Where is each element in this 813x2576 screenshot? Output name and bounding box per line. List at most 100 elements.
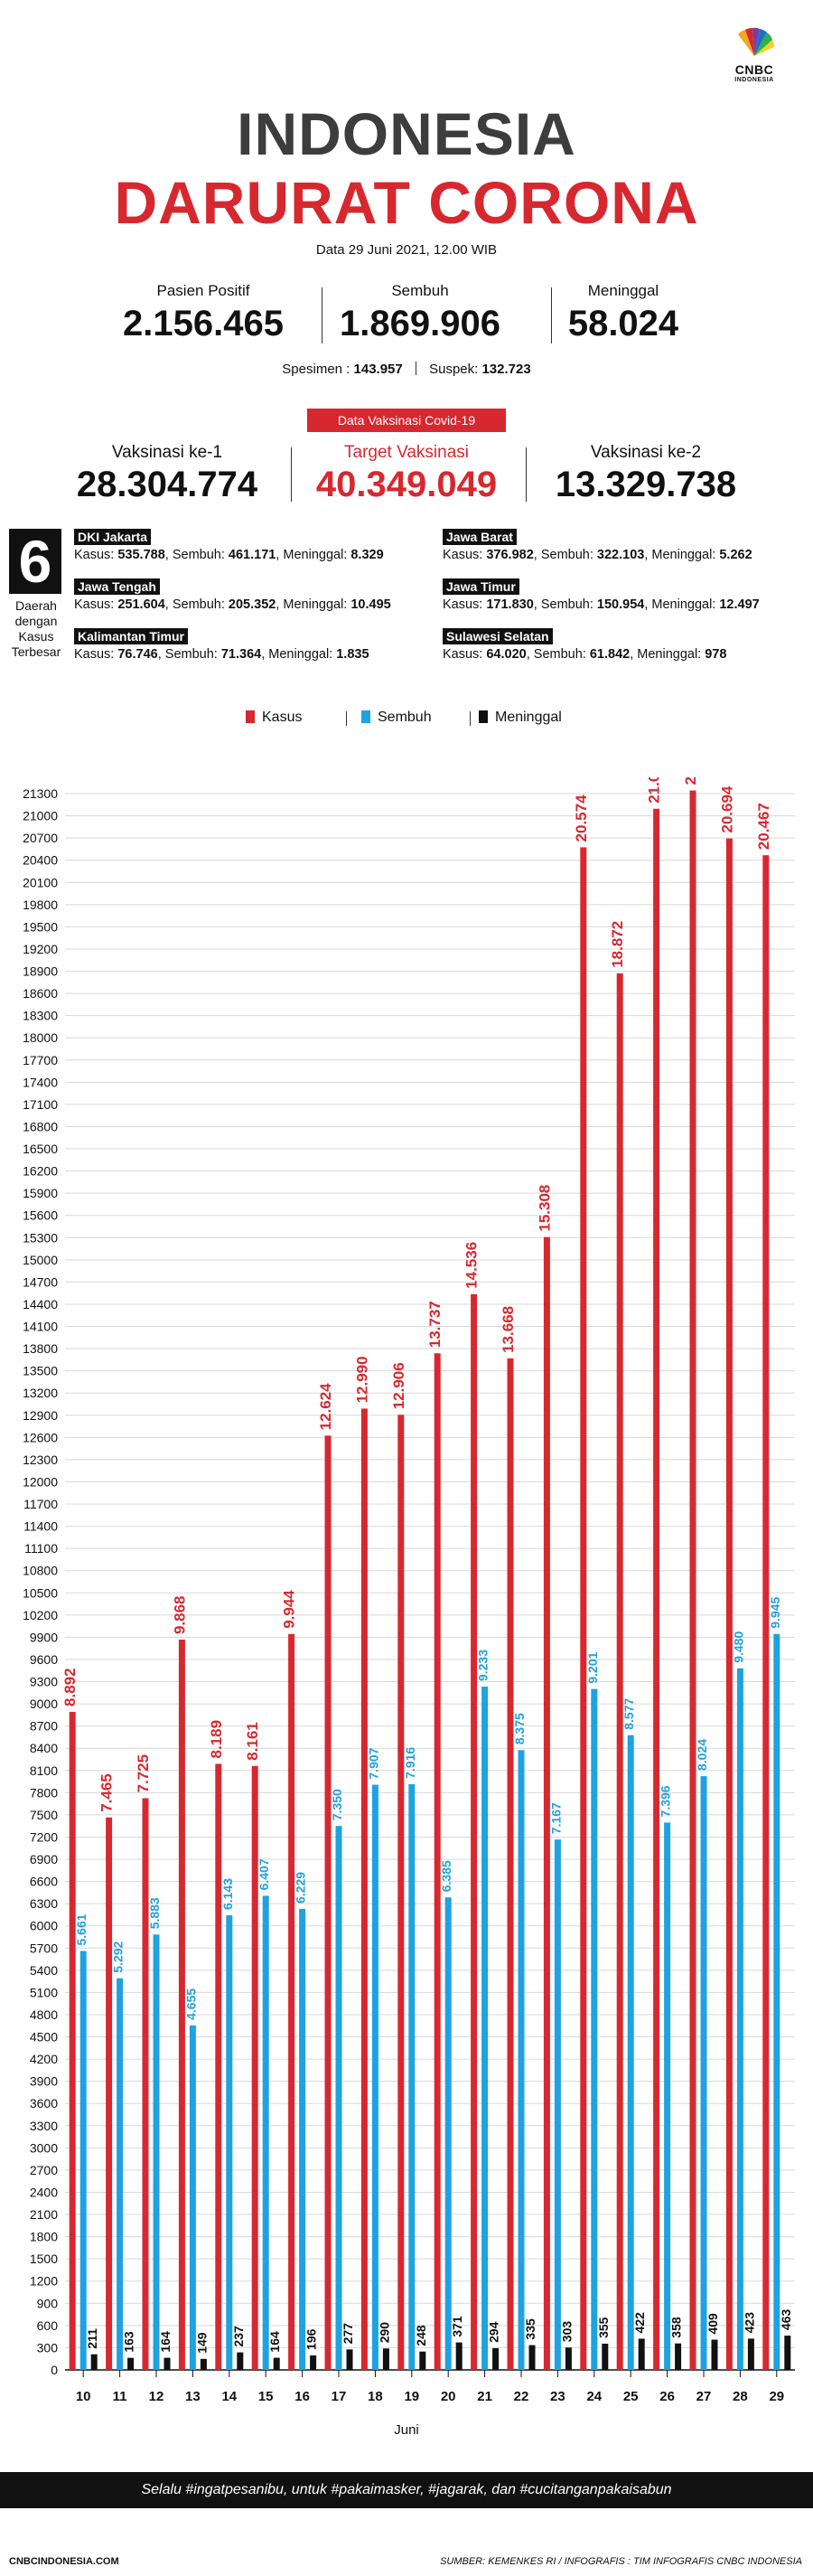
region-stats: Kasus: 171.830, Sembuh: 150.954, Meningg…	[443, 597, 760, 612]
divider	[291, 447, 292, 502]
suspek-label: Suspek:	[429, 362, 482, 377]
region-name: Kalimantan Timur	[74, 628, 188, 644]
data-label-kasus: 14.536	[463, 1242, 481, 1289]
region-caption-line: dengan	[14, 614, 58, 628]
bar-meninggal	[273, 2357, 280, 2370]
vaksin-target-value: 40.349.049	[315, 465, 498, 504]
y-tick-label: 1800	[30, 2230, 58, 2244]
data-label-sembuh: 6.385	[439, 1860, 453, 1892]
x-tick-label: 26	[659, 2389, 675, 2404]
legend-label: Kasus	[262, 710, 303, 725]
bar-sembuh	[773, 1633, 780, 2370]
bar-sembuh	[518, 1750, 525, 2370]
vaksin-target: Target Vaksinasi 40.349.049	[289, 443, 524, 505]
bar-meninggal	[565, 2347, 572, 2370]
bar-meninggal	[675, 2343, 682, 2370]
y-tick-label: 8100	[30, 1763, 58, 1778]
region-caption-line: Terbesar	[11, 644, 61, 659]
data-label-kasus: 15.308	[536, 1185, 553, 1232]
bar-meninggal	[200, 2358, 207, 2370]
region-item: Jawa Timur Kasus: 171.830, Sembuh: 150.95…	[443, 578, 760, 612]
bar-kasus	[653, 808, 660, 2371]
y-tick-label: 8700	[30, 1719, 58, 1734]
y-tick-label: 17100	[23, 1097, 58, 1112]
y-tick-label: 18900	[23, 964, 58, 979]
stat-sembuh-value: 1.869.906	[340, 304, 500, 343]
region-caption-line: Daerah	[15, 598, 57, 613]
region-stats: Kasus: 76.746, Sembuh: 71.364, Meninggal…	[74, 647, 369, 662]
bar-meninggal	[784, 2336, 791, 2370]
bar-sembuh	[189, 2025, 196, 2370]
y-tick-label: 7200	[30, 1829, 58, 1844]
y-tick-label: 20400	[23, 853, 58, 868]
y-tick-label: 18600	[23, 986, 58, 1001]
divider	[551, 287, 552, 343]
data-label-meninggal: 303	[559, 2321, 574, 2343]
region-item: Sulawesi Selatan Kasus: 64.020, Sembuh: 6…	[443, 628, 726, 662]
data-label-meninggal: 355	[596, 2317, 611, 2338]
data-label-meninggal: 248	[414, 2325, 428, 2346]
bar-chart: 0 300 600 900 1200 1500 1800 2100 2400 2700 3000 33…	[23, 777, 795, 2404]
x-tick-label: 11	[113, 2389, 127, 2404]
y-tick-label: 4500	[30, 2030, 58, 2045]
data-label-sembuh: 7.350	[330, 1789, 344, 1820]
y-tick-label: 7800	[30, 1785, 58, 1800]
title-line1: INDONESIA	[237, 100, 576, 167]
y-tick-label: 15000	[23, 1253, 58, 1267]
vaksin-ke1-value: 28.304.774	[76, 465, 258, 504]
y-tick-label: 16500	[23, 1142, 58, 1156]
y-tick-label: 2700	[30, 2163, 58, 2177]
y-tick-label: 2100	[30, 2207, 58, 2222]
y-tick-label: 21000	[23, 809, 58, 823]
x-tick-label: 18	[368, 2389, 383, 2404]
bar-kasus	[580, 847, 587, 2370]
y-tick-label: 12600	[23, 1430, 58, 1444]
y-tick-label: 10800	[23, 1564, 58, 1578]
y-tick-label: 4200	[30, 2052, 58, 2066]
data-label-kasus: 21.342	[682, 777, 699, 785]
vaksin-ke1: Vaksinasi ke-1 28.304.774	[45, 443, 289, 505]
data-label-sembuh: 9.945	[768, 1596, 782, 1628]
vaksin-ke1-label: Vaksinasi ke-1	[111, 443, 223, 462]
x-tick-label: 24	[586, 2389, 602, 2404]
y-tick-label: 6900	[30, 1852, 58, 1866]
bar-meninggal	[528, 2345, 536, 2370]
x-tick-label: 13	[185, 2389, 201, 2404]
y-tick-label: 8400	[30, 1741, 58, 1755]
data-label-meninggal: 237	[231, 2326, 246, 2347]
data-label-meninggal: 163	[122, 2331, 136, 2353]
data-label-meninggal: 196	[304, 2328, 319, 2350]
data-label-meninggal: 371	[450, 2316, 464, 2337]
data-label-sembuh: 7.167	[548, 1802, 563, 1834]
vaksin-ke2-value: 13.329.738	[555, 465, 737, 504]
y-tick-label: 7500	[30, 1808, 58, 1822]
bar-kasus	[69, 1711, 76, 2370]
y-tick-label: 19200	[23, 942, 58, 956]
data-label-meninggal: 463	[779, 2309, 793, 2331]
data-label-kasus: 20.467	[755, 803, 772, 850]
data-label-kasus: 13.668	[500, 1306, 517, 1353]
bar-kasus	[178, 1640, 185, 2370]
bar-kasus	[616, 973, 623, 2370]
x-axis-title: Juni	[394, 2422, 419, 2438]
stat-positif: Pasien Positif 2.156.465	[81, 282, 325, 344]
bar-kasus	[360, 1408, 368, 2370]
title-line2: DARURAT CORONA	[114, 169, 699, 236]
y-tick-label: 6300	[30, 1896, 58, 1911]
bar-meninggal	[310, 2355, 317, 2370]
data-label-sembuh: 8.577	[621, 1697, 636, 1729]
logo-subtext: INDONESIA	[734, 77, 774, 83]
region-name: Jawa Timur	[443, 578, 519, 595]
footer-site: CNBCINDONESIA.COM	[9, 2556, 119, 2567]
vaksin-ke2-label: Vaksinasi ke-2	[590, 443, 702, 462]
legend-label: Sembuh	[378, 710, 432, 725]
footer-slogan: Selalu #ingatpesanibu, untuk #pakaimaske…	[0, 2472, 813, 2508]
bar-sembuh	[554, 1839, 561, 2370]
y-tick-label: 15300	[23, 1230, 58, 1245]
bar-sembuh	[627, 1735, 634, 2370]
legend-item-sembuh: Sembuh	[361, 710, 432, 726]
y-tick-label: 11400	[23, 1519, 58, 1534]
bar-sembuh	[371, 1784, 378, 2370]
y-tick-label: 11700	[23, 1497, 58, 1511]
data-label-meninggal: 149	[194, 2332, 209, 2354]
